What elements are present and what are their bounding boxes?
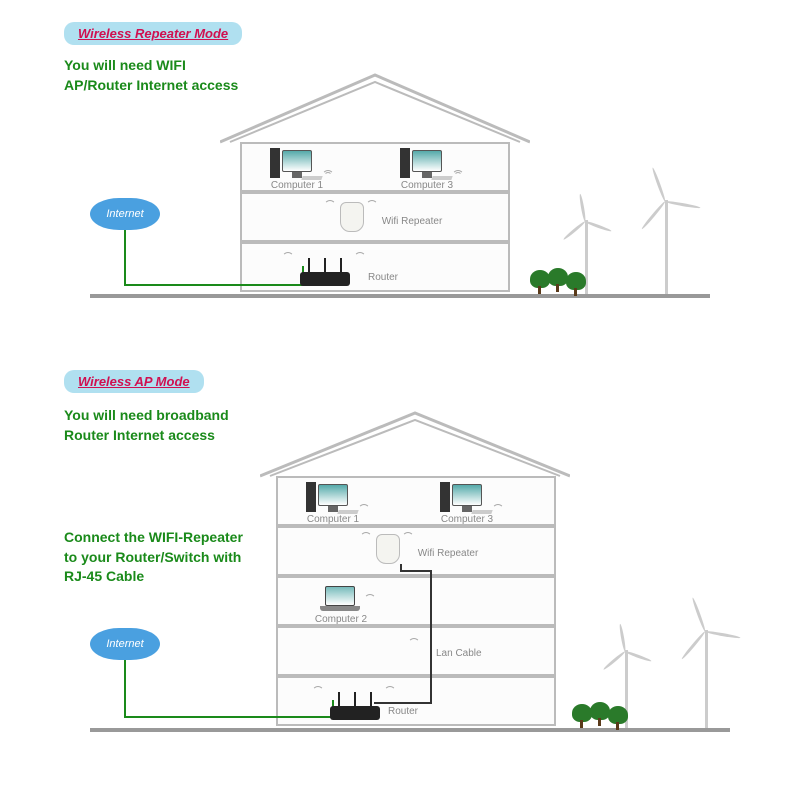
desc-1-l2: AP/Router Internet access [64, 76, 238, 96]
lan-h2 [374, 702, 432, 704]
lan-label-s2: Lan Cable [436, 648, 496, 659]
windmill-2-s1 [660, 200, 670, 294]
repeater-label-s2: Wifi Repeater [408, 548, 488, 559]
wifi-c3-s2 [492, 504, 506, 514]
computer-2-s2 [320, 586, 360, 612]
desc-1: You will need WIFI AP/Router Internet ac… [64, 56, 238, 95]
windmill-2-s2 [700, 630, 710, 728]
wifi-router-s2-l [312, 686, 326, 696]
wifi-router-s2-r [384, 686, 398, 696]
desc-2a-l2: Router Internet access [64, 426, 229, 446]
wifi-c3-s1 [452, 170, 466, 180]
title-badge-2: Wireless AP Mode [64, 370, 204, 393]
desc-1-l1: You will need WIFI [64, 56, 238, 76]
wifi-router-s1-r [354, 252, 368, 262]
router-s1 [300, 272, 350, 286]
desc-2b-l1: Connect the WIFI-Repeater [64, 528, 243, 548]
computer-3-s1 [400, 144, 450, 184]
tree-2-s2 [590, 702, 610, 726]
wire-2-h [124, 716, 334, 718]
internet-cloud-1: Internet [90, 198, 160, 230]
desc-2b-l3: RJ-45 Cable [64, 567, 243, 587]
tree-1-s1 [530, 270, 550, 294]
wifi-c1-s2 [358, 504, 372, 514]
computer-2-label-s2: Computer 2 [306, 614, 376, 625]
lan-h1 [400, 570, 432, 572]
repeater-label-s1: Wifi Repeater [372, 216, 452, 227]
computer-3-label-s1: Computer 3 [392, 180, 462, 191]
desc-2a: You will need broadband Router Internet … [64, 406, 229, 445]
lan-v2 [430, 570, 432, 704]
computer-3-s2 [440, 478, 490, 518]
wifi-rep-s1-r [366, 200, 380, 210]
internet-label-1: Internet [106, 208, 143, 220]
router-label-s1: Router [358, 272, 408, 283]
computer-1-s1 [270, 144, 320, 184]
computer-3-label-s2: Computer 3 [432, 514, 502, 525]
floor-2-5 [276, 676, 556, 726]
tree-1-s2 [572, 704, 592, 728]
floor-2-4 [276, 626, 556, 676]
router-label-s2: Router [388, 706, 438, 717]
wifi-c2-s2 [364, 594, 378, 604]
wifi-rep-s1-l [324, 200, 338, 210]
desc-2a-l1: You will need broadband [64, 406, 229, 426]
tree-3-s1 [566, 272, 586, 296]
repeater-s2 [376, 534, 400, 564]
internet-label-2: Internet [106, 638, 143, 650]
computer-1-label-s2: Computer 1 [298, 514, 368, 525]
desc-2b: Connect the WIFI-Repeater to your Router… [64, 528, 243, 587]
repeater-s1 [340, 202, 364, 232]
tree-2-s1 [548, 268, 568, 292]
wire-1-h [124, 284, 304, 286]
computer-1-s2 [306, 478, 356, 518]
wifi-rep-s2-r [402, 532, 416, 542]
tree-3-s2 [608, 706, 628, 730]
wifi-lan-s2 [408, 638, 422, 648]
computer-1-label-s1: Computer 1 [262, 180, 332, 191]
roof-1 [220, 72, 530, 144]
wifi-rep-s2-l [360, 532, 374, 542]
roof-2 [260, 410, 570, 478]
router-s2 [330, 706, 380, 720]
title-badge-1: Wireless Repeater Mode [64, 22, 242, 45]
ground-1 [90, 294, 710, 298]
wifi-router-s1-l [282, 252, 296, 262]
internet-cloud-2: Internet [90, 628, 160, 660]
wire-2-v [124, 660, 126, 718]
wifi-c1-s1 [322, 170, 336, 180]
ground-2 [90, 728, 730, 732]
wire-1-v [124, 230, 126, 286]
desc-2b-l2: to your Router/Switch with [64, 548, 243, 568]
